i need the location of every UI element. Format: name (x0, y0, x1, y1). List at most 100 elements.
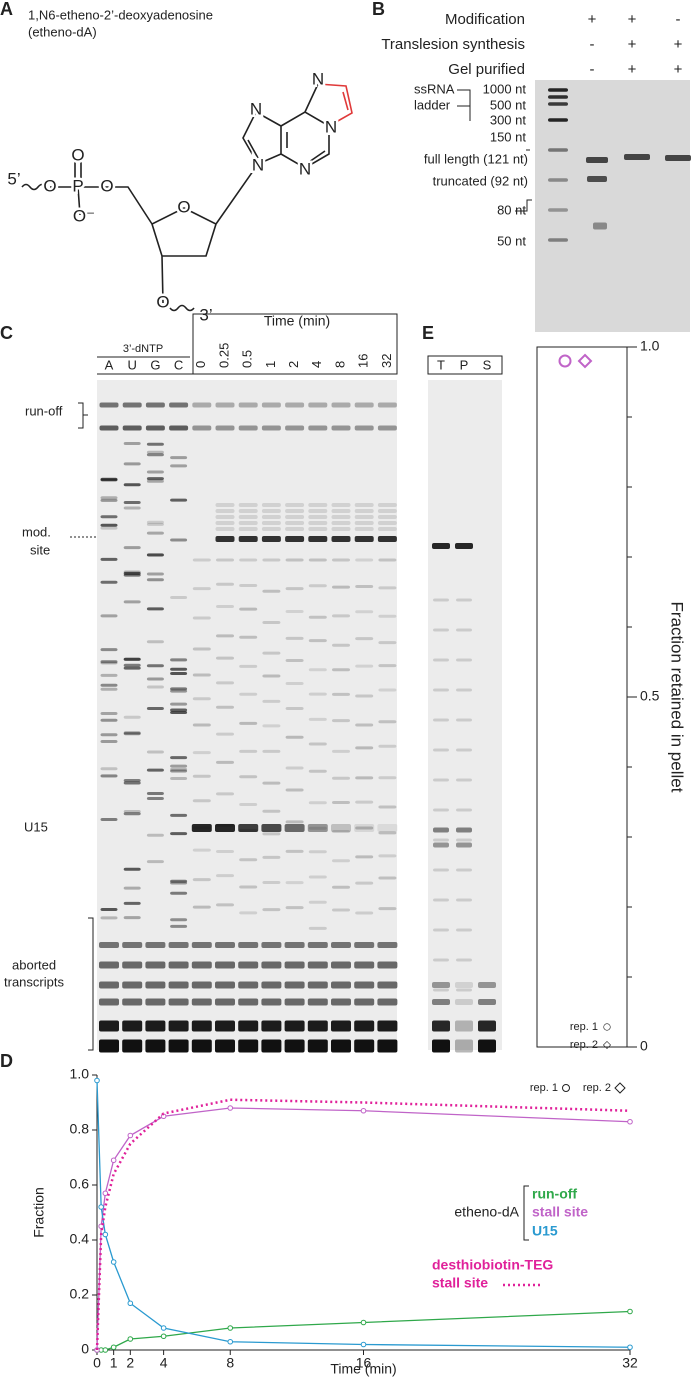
ladder-brackets (457, 89, 532, 212)
gel-band (355, 723, 374, 727)
gel-band (378, 641, 397, 645)
gel-band (123, 600, 141, 604)
gel-band (285, 425, 305, 431)
gel-band (548, 238, 568, 242)
lane-label: 32 (379, 354, 394, 368)
gel-band (331, 503, 351, 507)
gel-band (215, 1039, 235, 1053)
gel-band (377, 824, 398, 832)
gel-band (308, 742, 327, 746)
gel-band (285, 610, 304, 614)
x-tick-label: 0 (93, 1355, 101, 1371)
gel-band (238, 527, 258, 531)
wavy-bonds (21, 183, 195, 312)
gel-band (262, 908, 281, 912)
marker (558, 354, 572, 368)
gel-band (261, 824, 282, 832)
gel-band (548, 118, 568, 122)
structure: 1,N6-etheno-2’-deoxyadenosine (etheno-dA… (5, 7, 353, 327)
gel-band (99, 942, 119, 948)
gel-band (192, 616, 211, 620)
gel-band (123, 731, 141, 735)
gel-band (308, 668, 327, 672)
marker (360, 1319, 367, 1326)
gel-band (238, 536, 258, 542)
panel-label: E (422, 323, 434, 343)
gel-band (100, 660, 118, 664)
gel-band (170, 711, 188, 715)
lane-label: S (483, 357, 492, 372)
gel-band (261, 1020, 282, 1032)
gel-band (285, 636, 304, 640)
gel-band (354, 536, 374, 542)
gel-band (170, 813, 188, 817)
gel-band (215, 981, 235, 989)
gel-band (332, 885, 350, 889)
gel-band (262, 589, 281, 593)
gel-band (331, 824, 351, 832)
marker (577, 353, 593, 369)
gel-band (123, 867, 141, 871)
gel-band (432, 1039, 450, 1053)
gel-band (192, 587, 211, 591)
gel-band (123, 546, 141, 550)
gel-band (456, 658, 472, 662)
legend-group: etheno-dA (454, 1204, 519, 1220)
gel-band (332, 614, 350, 618)
marker (102, 1231, 109, 1238)
gel-band (170, 776, 188, 780)
gel-band (100, 739, 118, 743)
gel-band (285, 820, 304, 824)
gel-band (123, 442, 141, 446)
condition-sign: - (676, 11, 681, 28)
gel-band (308, 801, 327, 805)
gel-band (239, 584, 258, 588)
legend-marker (602, 1040, 612, 1050)
gel-band (378, 776, 397, 780)
gel-band (377, 942, 398, 948)
gel-band (192, 751, 211, 755)
annotation: run-off (25, 403, 63, 418)
gel-band (192, 697, 211, 701)
gel-band (122, 961, 143, 969)
lane-label: 4 (309, 361, 324, 368)
gel-band (284, 981, 305, 989)
gel-band (354, 527, 374, 531)
legend-label: rep. 2 (583, 1082, 611, 1094)
gel-band (215, 509, 235, 513)
gel-band (455, 543, 473, 549)
gel-band (456, 928, 472, 932)
gel-band (123, 812, 141, 816)
gel-band (123, 916, 141, 920)
gel-band (308, 558, 327, 562)
marker (94, 1077, 100, 1084)
gel-band (123, 732, 141, 736)
x-tick-label: 2 (126, 1355, 134, 1371)
gel-band (192, 402, 212, 408)
gel-band (239, 802, 258, 806)
gel-band (123, 571, 141, 575)
gel-band (308, 509, 328, 513)
gel-band (146, 607, 164, 611)
gel-band (192, 673, 211, 677)
gel-band (100, 478, 118, 482)
gel-band (170, 918, 188, 922)
gel-band (261, 536, 281, 542)
gel-band (285, 503, 305, 507)
gel-band (146, 442, 164, 446)
gel-band (170, 671, 188, 675)
y-tick-label: 0.5 (640, 688, 660, 704)
gel-band (168, 1020, 189, 1032)
gel-band (146, 572, 164, 576)
band-label: truncated (92 nt) (433, 173, 528, 188)
gel-band (308, 639, 327, 643)
gel-band (262, 749, 281, 753)
gel-band (169, 402, 189, 408)
gel-band (331, 942, 351, 948)
gel-band (262, 809, 281, 813)
gel-band (146, 479, 164, 483)
gel-band (354, 1020, 375, 1032)
gel-band (456, 778, 472, 782)
gel-band (239, 558, 258, 562)
y-tick-label: 0.6 (70, 1176, 90, 1192)
